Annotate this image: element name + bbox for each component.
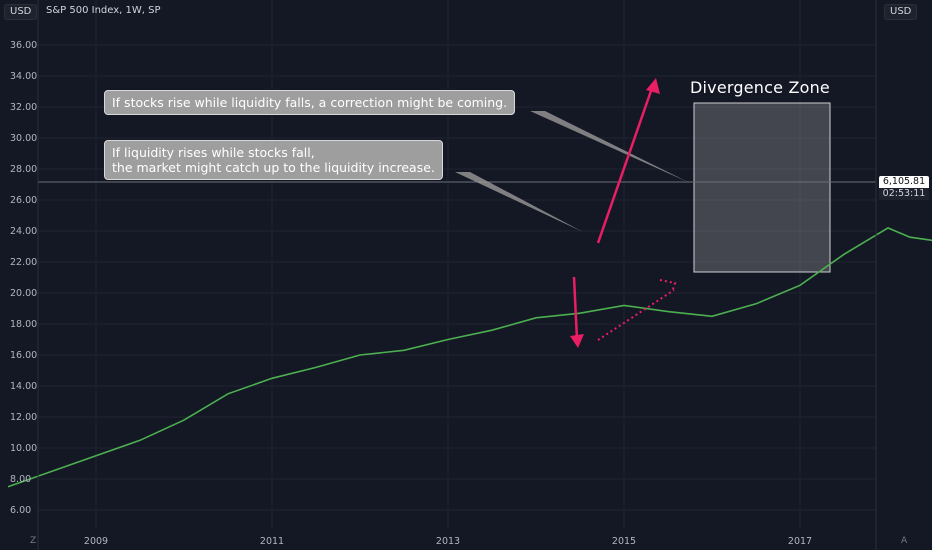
arrows <box>570 78 677 348</box>
price-tag: 6,105.81 02:53:11 <box>879 176 929 200</box>
chart-series <box>7 227 932 488</box>
down-arrow <box>572 276 579 341</box>
liquidity-line <box>7 227 932 488</box>
left-tick-label: 14.00 <box>10 381 37 392</box>
mid-note: If liquidity rises while stocks fall, th… <box>104 140 443 180</box>
price-tag-timer: 02:53:11 <box>879 188 929 200</box>
top-note: If stocks rise while liquidity falls, a … <box>104 90 516 115</box>
left-tick-label: 18.00 <box>10 319 37 330</box>
top-note-pointer <box>530 111 690 183</box>
divergence-zone-box <box>693 102 831 273</box>
mid-note-line1: If liquidity rises while stocks fall, <box>112 145 315 160</box>
symbol-title[interactable]: S&P 500 Index, 1W, SP <box>46 5 161 16</box>
mid-note-line2: the market might catch up to the liquidi… <box>112 160 435 175</box>
left-tick-label: 8.00 <box>10 474 31 485</box>
divergence-zone-title: Divergence Zone <box>690 78 830 97</box>
x-tick-label: 2009 <box>84 536 108 547</box>
down-arrow-head <box>570 334 584 348</box>
left-tick-label: 10.00 <box>10 443 37 454</box>
right-currency-badge[interactable]: USD <box>884 4 918 20</box>
left-tick-label: 12.00 <box>10 412 37 423</box>
price-tag-value: 6,105.81 <box>882 176 926 187</box>
x-axis: 200920112013201520172019202120232025 <box>84 536 812 547</box>
up-arrow <box>596 87 654 244</box>
left-tick-label: 30.00 <box>10 133 37 144</box>
callout-pointers <box>455 111 690 232</box>
up-arrow-head <box>646 78 660 94</box>
left-tick-label: 22.00 <box>10 257 37 268</box>
x-tick-label: 2013 <box>436 536 460 547</box>
left-currency-badge[interactable]: USD <box>4 4 38 20</box>
x-tick-label: 2017 <box>788 536 812 547</box>
x-tick-label: 2011 <box>260 536 284 547</box>
mid-note-pointer <box>455 172 583 232</box>
left-tick-label: 26.00 <box>10 195 37 206</box>
x-tick-label: 2015 <box>612 536 636 547</box>
left-tick-label: 20.00 <box>10 288 37 299</box>
left-tick-label: 16.00 <box>10 350 37 361</box>
dotted-arrow <box>597 289 675 341</box>
left-tick-label: 34.00 <box>10 71 37 82</box>
left-corner-label[interactable]: Z <box>30 536 37 546</box>
dotted-arrow-head <box>659 279 677 293</box>
left-tick-label: 28.00 <box>10 164 37 175</box>
left-axis: 36.00 34.00 32.00 30.00 28.00 26.00 24.00 22.00… <box>10 40 37 516</box>
left-tick-label: 24.00 <box>10 226 37 237</box>
left-tick-label: 36.00 <box>10 40 37 51</box>
left-tick-label: 6.00 <box>10 505 31 516</box>
right-corner-label[interactable]: A <box>901 536 908 546</box>
left-tick-label: 32.00 <box>10 102 37 113</box>
